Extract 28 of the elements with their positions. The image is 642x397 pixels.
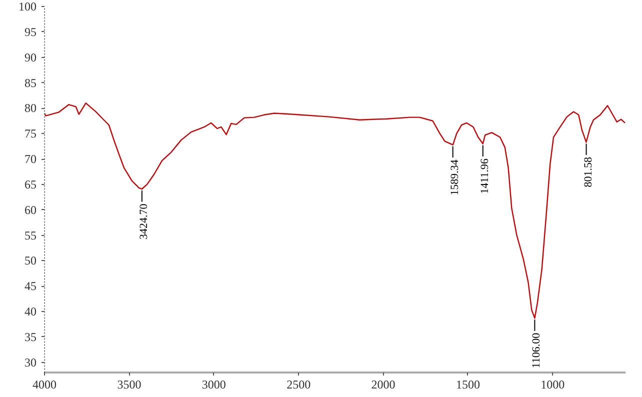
x-tick-label: 3500: [117, 378, 142, 392]
y-tick-label: 100: [18, 0, 36, 14]
y-tick-label: 55: [24, 228, 36, 242]
y-tick-label: 95: [24, 24, 36, 39]
x-tick-label: 4000: [32, 378, 56, 392]
y-tick-label: 50: [24, 254, 36, 268]
x-tick-label: 3000: [202, 378, 226, 392]
y-tick-label: 65: [24, 177, 36, 192]
y-tick-label: 35: [24, 330, 36, 344]
y-tick-label: 60: [24, 202, 36, 217]
annotation: 1411.96: [478, 158, 491, 194]
x-tick-label: 2500: [286, 378, 311, 392]
x-tick-label: 1000: [540, 378, 565, 392]
annotation: 1106.00: [530, 332, 543, 368]
line-series: [44, 102, 626, 319]
annotation: 1589.34: [448, 159, 461, 196]
x-tick-label: 1500: [456, 378, 480, 392]
y-tick-label: 40: [24, 304, 36, 318]
y-tick-label: 75: [24, 126, 36, 141]
y-tick-label: 90: [24, 50, 36, 64]
x-tick-label: 2000: [371, 378, 396, 392]
y-tick-label: 30: [24, 355, 36, 370]
y-tick-label: 70: [24, 152, 36, 166]
annotation: 801.58: [582, 156, 594, 188]
y-tick-label: 80: [24, 101, 36, 116]
annotation: 3424.70: [138, 203, 150, 240]
y-tick-label: 45: [24, 279, 36, 294]
y-tick-label: 85: [24, 76, 36, 90]
